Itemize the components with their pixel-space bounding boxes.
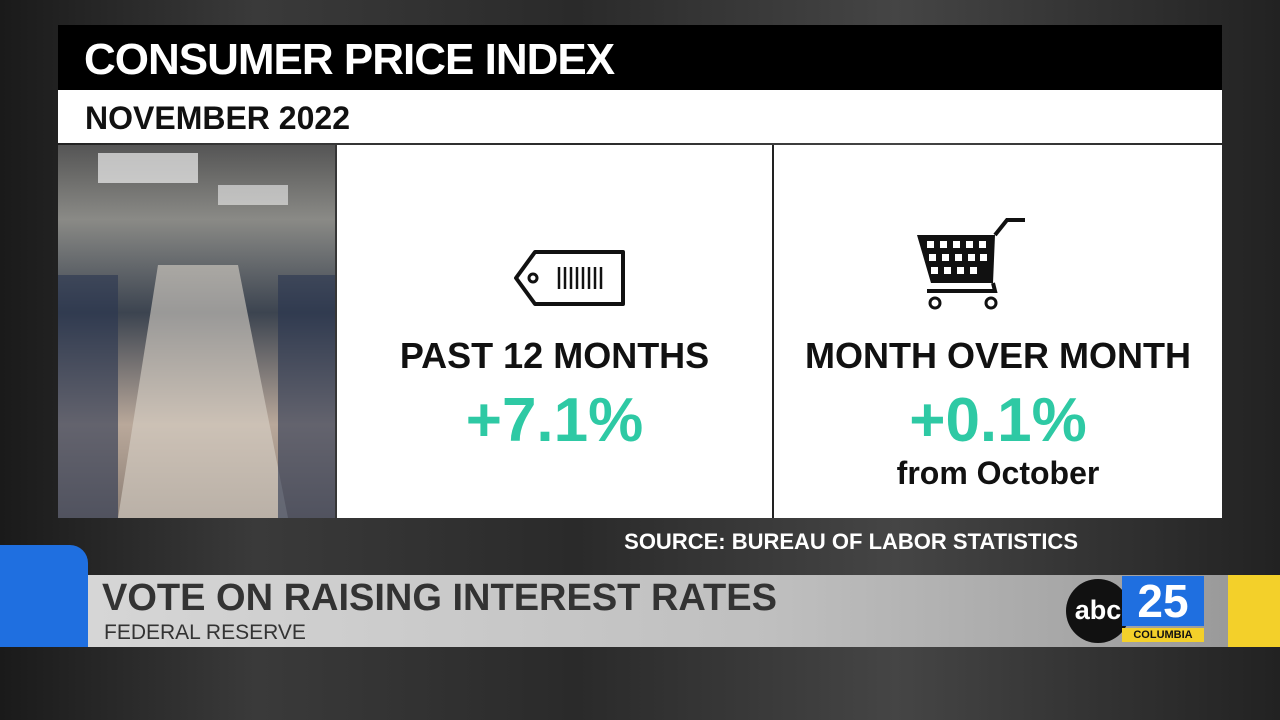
source-text: SOURCE: BUREAU OF LABOR STATISTICS	[624, 529, 1078, 554]
channel-number: 25	[1122, 576, 1204, 626]
network-logo: abc	[1066, 579, 1130, 643]
photo-detail	[58, 153, 335, 518]
title-bar: CONSUMER PRICE INDEX	[58, 25, 1222, 90]
cart-icon	[917, 218, 1025, 310]
stat-label: PAST 12 MONTHS	[399, 335, 710, 376]
graphic-title: CONSUMER PRICE INDEX	[84, 35, 615, 84]
price-tag-icon	[514, 250, 625, 306]
blue-block	[0, 545, 88, 647]
headline: VOTE ON RAISING INTEREST RATES	[102, 577, 777, 619]
yellow-block	[1228, 575, 1280, 647]
mall-photo	[58, 145, 335, 518]
stat-label: MONTH OVER MONTH	[805, 335, 1191, 376]
subhead: FEDERAL RESERVE	[104, 621, 306, 644]
stat-value: +0.1%	[909, 386, 1087, 455]
lower-third-bar: VOTE ON RAISING INTEREST RATES FEDERAL R…	[88, 575, 1228, 647]
subtitle-bar: NOVEMBER 2022	[58, 90, 1222, 143]
stat-note: from October	[896, 455, 1100, 491]
divider	[772, 145, 774, 518]
stats-panel: PAST 12 MONTHS +7.1% MONTH OVER MONTH +0…	[337, 145, 1222, 518]
city-label: COLUMBIA	[1122, 628, 1204, 642]
graphic-subtitle: NOVEMBER 2022	[85, 100, 350, 136]
stat-value: +7.1%	[465, 386, 644, 455]
